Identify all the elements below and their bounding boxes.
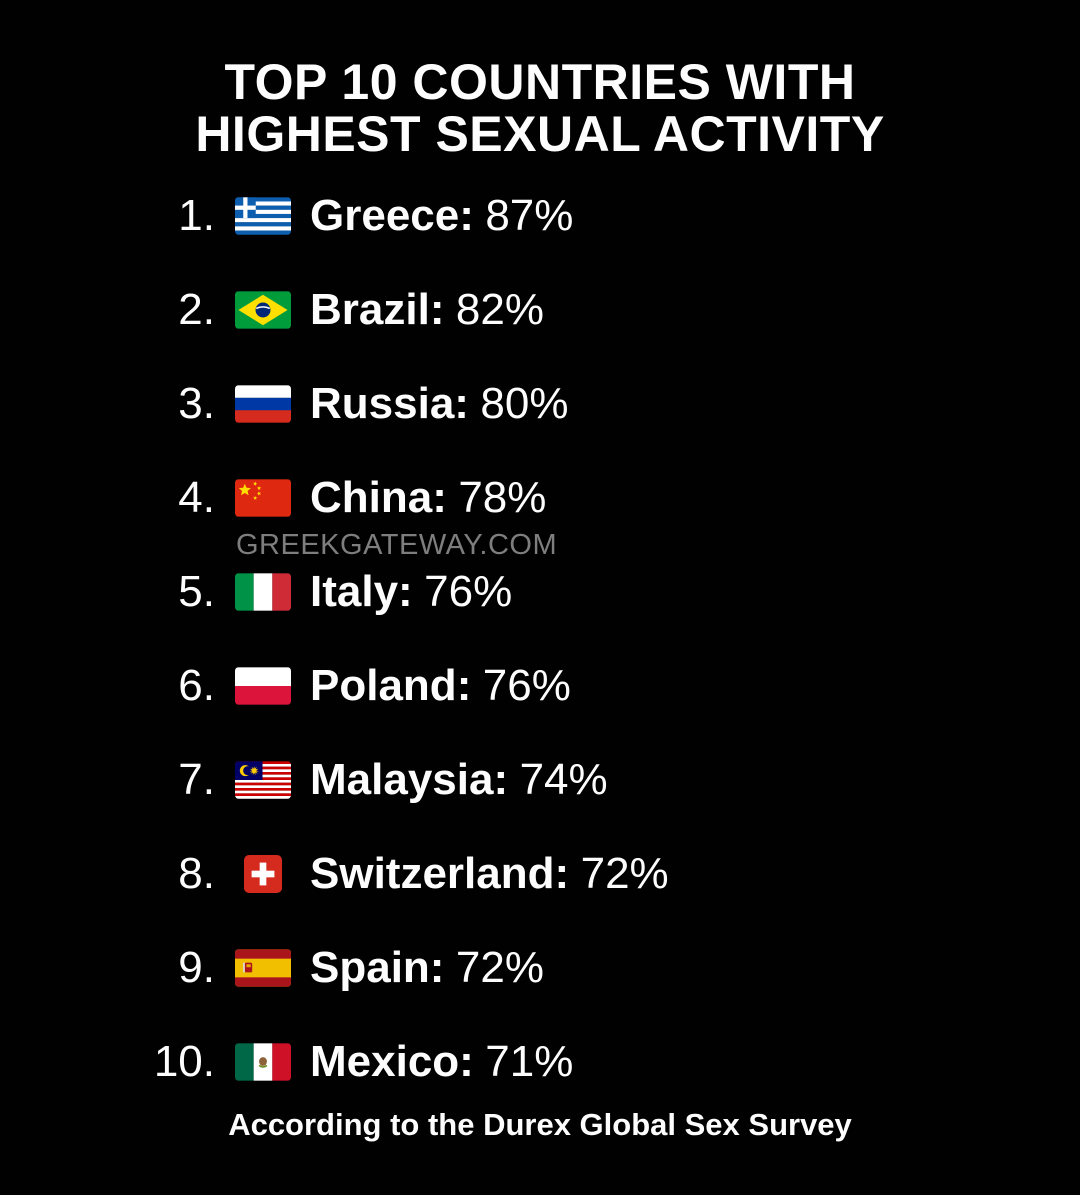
country-label: Italy: 76% (310, 567, 512, 617)
separator: : (432, 473, 447, 522)
country-row: 10. Mexico: 71% (149, 1037, 1080, 1087)
flag-mexico-icon (235, 1042, 291, 1082)
country-name: Mexico (310, 1037, 460, 1086)
flag-spain-icon (235, 948, 291, 988)
percentage-value: 72% (455, 943, 544, 992)
country-label: Greece: 87% (310, 191, 573, 241)
country-name: Russia (310, 379, 455, 428)
separator: : (459, 1037, 474, 1086)
country-name: Italy (310, 567, 399, 616)
separator: : (459, 191, 474, 240)
flag-italy-icon (235, 572, 291, 612)
percentage-value: 72% (580, 849, 669, 898)
rank-number: 6. (178, 661, 215, 710)
country-name: Poland (310, 661, 457, 710)
rank-number: 3. (178, 379, 215, 428)
country-label: Mexico: 71% (310, 1037, 573, 1087)
percentage-value: 78% (458, 473, 547, 522)
title-line-1: TOP 10 COUNTRIES WITH (224, 54, 856, 110)
flag-malaysia-icon (235, 760, 291, 800)
country-label: Brazil: 82% (310, 285, 544, 335)
separator: : (454, 379, 469, 428)
country-row: 9. Spain: 72% (149, 943, 1080, 993)
country-name: Switzerland (310, 849, 555, 898)
separator: : (493, 755, 509, 804)
separator: : (429, 943, 445, 992)
country-row: 2. Brazil: 82% (149, 285, 1080, 335)
country-label: Russia: 80% (310, 379, 568, 429)
country-label: China: 78% (310, 473, 546, 523)
flag-china-icon (235, 478, 291, 518)
watermark: GREEKGATEWAY.COM (236, 529, 558, 561)
country-name: Malaysia (310, 755, 494, 804)
rank-number: 7. (178, 755, 215, 804)
separator: : (429, 285, 445, 334)
separator: : (398, 567, 413, 616)
country-row: 3. Russia: 80% (149, 379, 1080, 429)
flag-greece-icon (235, 196, 291, 236)
separator: : (456, 661, 472, 710)
rank-number: 1. (178, 191, 215, 240)
percentage-value: 87% (485, 191, 574, 240)
country-row: 5. Italy: 76% (149, 567, 1080, 617)
rank-number: 5. (178, 567, 215, 616)
rank-number: 8. (178, 849, 215, 898)
rank-number: 9. (178, 943, 215, 992)
title-line-2: HIGHEST SEXUAL ACTIVITY (195, 106, 885, 162)
source-caption: According to the Durex Global Sex Survey (228, 1107, 852, 1142)
page-title: TOP 10 COUNTRIES WITH HIGHEST SEXUAL ACT… (0, 0, 1080, 160)
percentage-value: 76% (482, 661, 571, 710)
flag-poland-icon (235, 666, 291, 706)
percentage-value: 76% (424, 567, 513, 616)
country-ranking-list: 1. Greece: 87% 2. Brazil: 82% 3. Russia: 80… (0, 191, 1080, 1087)
country-name: Brazil (310, 285, 430, 334)
country-name: China (310, 473, 433, 522)
country-label: Spain: 72% (310, 943, 544, 993)
country-name: Greece (310, 191, 460, 240)
country-row: 4. China: 78% (149, 473, 1080, 523)
rank-number: 10. (153, 1037, 215, 1086)
percentage-value: 82% (455, 285, 544, 334)
country-label: Malaysia: 74% (310, 755, 608, 805)
country-row: 8. Switzerland: 72% (149, 849, 1080, 899)
country-row: 6. Poland: 76% (149, 661, 1080, 711)
country-label: Switzerland: 72% (310, 849, 669, 899)
country-row: 1. Greece: 87% (149, 191, 1080, 241)
country-row: 7. Malaysia: 74% (149, 755, 1080, 805)
rank-number: 4. (178, 473, 215, 522)
flag-russia-icon (235, 384, 291, 424)
country-name: Spain (310, 943, 430, 992)
rank-number: 2. (178, 285, 215, 334)
percentage-value: 74% (519, 755, 608, 804)
flag-switzerland-icon (235, 854, 291, 894)
country-label: Poland: 76% (310, 661, 571, 711)
flag-brazil-icon (235, 290, 291, 330)
separator: : (554, 849, 570, 898)
percentage-value: 71% (485, 1037, 574, 1086)
percentage-value: 80% (480, 379, 569, 428)
